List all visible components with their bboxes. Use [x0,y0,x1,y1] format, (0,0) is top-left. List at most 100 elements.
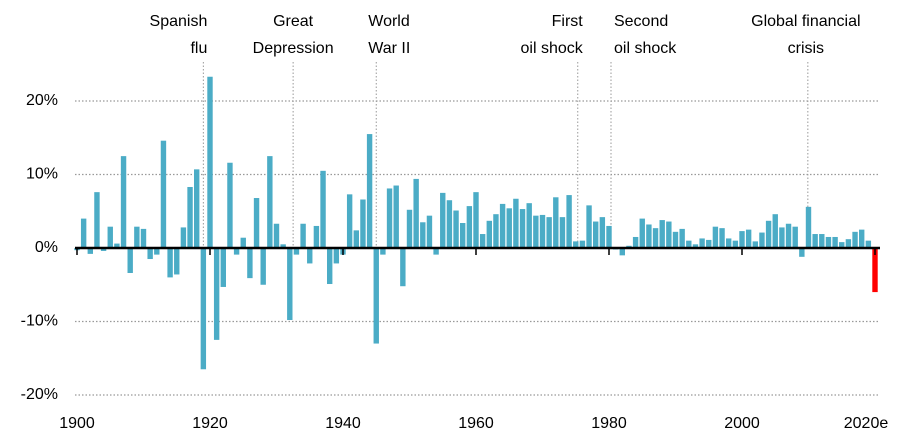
bar [220,248,226,287]
bar [260,248,266,285]
bar [745,229,752,248]
bar [240,237,246,248]
bar [267,156,273,248]
bar [134,226,140,248]
bar [180,227,187,248]
bar [400,248,406,287]
bar [426,215,433,248]
bar [107,226,113,248]
annotation-text: Depression [253,40,334,57]
bar [127,248,133,273]
bar [852,231,858,248]
bar [692,244,699,248]
x-tick-label: 2000 [724,415,760,432]
bar [393,185,399,248]
bar [307,248,313,264]
bar [120,156,127,248]
bar [739,231,745,248]
bar [446,200,453,248]
bar [213,248,220,340]
bar [506,208,512,248]
bar [327,248,333,285]
bar [353,230,359,248]
annotation-text: Spanish [150,13,208,30]
bar [666,221,672,248]
bar [100,248,107,251]
bar [413,178,419,248]
bar [380,248,386,255]
bar [812,234,818,248]
bar [453,210,459,248]
bar [360,199,366,248]
bar [293,248,300,255]
bar [160,140,167,248]
bar [599,217,606,248]
annotation-text: First [552,13,584,30]
bar [559,217,566,248]
y-tick-label: -20% [21,386,58,403]
bar [779,227,785,248]
bar [619,248,625,256]
bar [799,248,805,257]
bar [253,198,260,248]
y-tick-label: 10% [26,166,58,183]
bar [533,215,539,248]
bar [200,248,207,370]
bar [194,169,200,248]
bar [646,224,652,248]
bar [679,228,685,248]
bar [433,248,439,255]
bar [287,248,293,321]
bar [87,248,93,254]
bar [639,218,645,248]
annotation-text: flu [190,40,207,57]
bar [872,248,878,293]
annotation-text: crisis [788,40,824,57]
annotation-text: oil shock [614,40,677,57]
bar [759,232,765,248]
bar [752,241,758,248]
annotation-text: Second [614,13,668,30]
bar [546,217,552,248]
bar [539,214,546,248]
bar [819,234,825,248]
bar [579,240,586,248]
bar [672,231,679,248]
bar [273,223,280,248]
y-tick-label: 0% [35,239,58,256]
x-tick-label: 1960 [458,415,494,432]
bar [94,192,100,248]
bar [440,192,446,248]
bar [493,214,499,248]
annotation-text: Global financial [751,13,860,30]
bar [479,234,486,248]
bar [526,203,532,248]
bar [346,194,353,248]
bar [772,214,778,248]
bar [706,239,712,248]
bar [466,206,473,248]
bar [386,188,393,248]
bar [593,221,599,248]
bar [80,218,87,248]
bar [187,186,193,248]
bar [300,223,306,248]
bar [499,203,506,248]
x-tick-label: 1940 [325,415,361,432]
bar [719,228,725,248]
x-tick-label: 1980 [591,415,627,432]
bar [839,242,845,248]
y-tick-label: 20% [26,92,58,109]
bar [227,162,233,248]
bar [420,222,426,248]
bar [247,248,253,279]
annotation-text: Great [273,13,314,30]
bar [765,220,772,248]
bar [686,240,692,248]
bar [566,195,572,248]
bar [333,248,340,264]
bar [233,248,240,255]
bar [313,225,320,248]
bar [832,236,838,248]
